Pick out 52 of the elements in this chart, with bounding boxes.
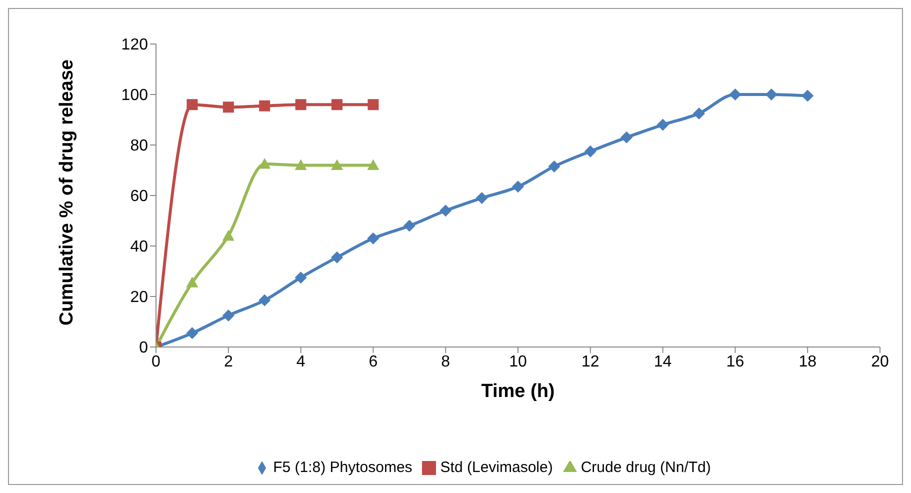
x-tick-label: 10 [509, 353, 527, 370]
point [186, 99, 198, 110]
point [332, 99, 342, 110]
y-tick-label: 120 [121, 36, 148, 54]
y-axis-title: Cumulative % of drug release [56, 59, 78, 326]
point [222, 102, 234, 113]
point [331, 251, 343, 264]
x-axis-title: Time (h) [481, 381, 555, 402]
point [693, 107, 705, 120]
point [729, 88, 742, 100]
point [656, 118, 669, 131]
point [367, 232, 380, 244]
x-tick-label: 6 [368, 353, 378, 370]
point [259, 100, 270, 112]
x-tick-label: 0 [152, 353, 161, 370]
legend-label: Crude drug (Nn/Td) [580, 459, 711, 476]
point [186, 327, 198, 340]
y-tick-label: 100 [121, 87, 148, 104]
x-tick-label: 2 [224, 353, 233, 370]
point [258, 158, 271, 169]
x-tick-label: 12 [582, 353, 600, 370]
point [295, 99, 306, 110]
point [584, 145, 596, 158]
point [440, 204, 452, 217]
point [294, 159, 307, 170]
point [476, 192, 488, 204]
legend-label: Std (Levimasole) [440, 459, 553, 476]
point [331, 159, 343, 170]
point [368, 99, 379, 110]
y-tick-label: 60 [130, 188, 148, 206]
point [512, 180, 524, 193]
legend-label: F5 (1:8) Phytosomes [273, 459, 412, 476]
point [548, 160, 560, 172]
point [258, 294, 271, 306]
y-tick-label: 80 [130, 138, 148, 155]
x-tick-label: 8 [441, 353, 450, 370]
y-tick-label: 40 [130, 238, 148, 256]
x-tick-label: 4 [296, 353, 306, 370]
x-tick-label: 16 [726, 353, 744, 370]
point [802, 90, 814, 102]
y-tick-label: 0 [139, 340, 148, 357]
x-tick-label: 20 [871, 353, 889, 370]
point [294, 272, 307, 284]
x-tick-label: 14 [654, 353, 672, 370]
point [620, 131, 633, 144]
point [186, 276, 198, 288]
y-tick-label: 20 [130, 289, 148, 306]
x-tick-label: 18 [798, 353, 817, 370]
point [222, 309, 234, 322]
point [222, 230, 234, 241]
point [403, 220, 416, 232]
point [367, 159, 380, 170]
